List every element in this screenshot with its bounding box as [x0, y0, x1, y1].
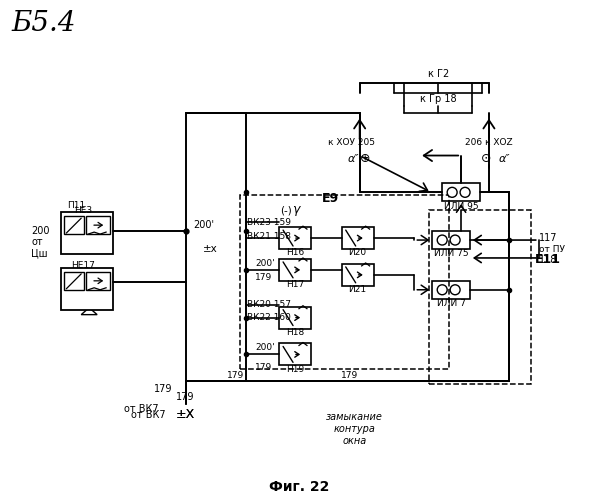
- Text: ±Χ: ±Χ: [176, 408, 196, 420]
- Text: 179: 179: [227, 371, 244, 380]
- Text: Н16: Н16: [286, 248, 304, 258]
- Bar: [65, 216, 84, 234]
- Text: Е9: Е9: [322, 192, 339, 205]
- Bar: [86, 272, 110, 290]
- Bar: [429, 210, 530, 384]
- Text: ±Χ: ±Χ: [176, 408, 196, 420]
- Text: γ: γ: [292, 202, 300, 215]
- Circle shape: [437, 285, 447, 294]
- Text: 117: 117: [539, 233, 557, 243]
- Bar: [442, 184, 480, 202]
- Bar: [432, 231, 470, 249]
- Text: ⊙: ⊙: [481, 152, 491, 165]
- Text: 179: 179: [255, 274, 273, 282]
- Circle shape: [450, 235, 460, 245]
- Text: ВК21 158: ВК21 158: [248, 232, 291, 240]
- Text: НЕ3: НЕ3: [74, 206, 92, 214]
- Polygon shape: [81, 308, 97, 314]
- Text: к ХОУ 205: к ХОУ 205: [328, 138, 375, 147]
- Text: к Г2: к Г2: [428, 69, 449, 79]
- Bar: [432, 281, 470, 298]
- Bar: [62, 268, 113, 310]
- Text: Фиг. 22: Фиг. 22: [269, 480, 329, 494]
- Text: Н19: Н19: [286, 365, 304, 374]
- Text: 200': 200': [255, 343, 275, 352]
- Text: ВК20 157: ВК20 157: [248, 300, 291, 309]
- Bar: [86, 216, 110, 234]
- Bar: [240, 196, 449, 370]
- Text: 179: 179: [341, 371, 358, 380]
- Text: ВК23 159: ВК23 159: [248, 218, 291, 226]
- Text: 200': 200': [255, 260, 275, 268]
- Text: Н18: Н18: [286, 328, 304, 337]
- Text: 200: 200: [32, 226, 50, 236]
- Text: от ВК7: от ВК7: [131, 410, 166, 420]
- Text: 179: 179: [255, 363, 273, 372]
- Circle shape: [447, 188, 457, 198]
- Bar: [62, 212, 113, 254]
- Text: (-): (-): [280, 205, 292, 215]
- Text: окна: окна: [343, 436, 367, 446]
- Text: 179: 179: [154, 384, 172, 394]
- Text: к Гр 18: к Гр 18: [420, 94, 456, 104]
- Text: ИЛИ 75: ИЛИ 75: [434, 250, 468, 258]
- Text: НЕ17: НЕ17: [71, 262, 95, 270]
- Text: 118: 118: [539, 255, 557, 265]
- Text: α″: α″: [347, 154, 359, 164]
- Circle shape: [460, 188, 470, 198]
- Text: контура: контура: [334, 424, 376, 434]
- Text: α″: α″: [499, 154, 510, 164]
- Text: 179: 179: [176, 392, 195, 402]
- Bar: [65, 272, 84, 290]
- Bar: [342, 264, 374, 286]
- Bar: [279, 227, 311, 249]
- Text: П11: П11: [67, 200, 86, 210]
- Text: от ПУ: от ПУ: [539, 246, 565, 254]
- Text: Цш: Цш: [32, 248, 48, 258]
- Bar: [279, 306, 311, 328]
- Bar: [342, 227, 374, 249]
- Text: ИЛИ 95: ИЛИ 95: [444, 202, 478, 210]
- Bar: [279, 344, 311, 365]
- Text: Б5.4: Б5.4: [11, 10, 76, 37]
- Text: ⊕: ⊕: [359, 152, 370, 165]
- Text: от: от: [32, 237, 43, 247]
- Text: 206 к ХOZ: 206 к ХOZ: [465, 138, 512, 147]
- Circle shape: [450, 285, 460, 294]
- Text: ИЛИ 7: ИЛИ 7: [437, 299, 466, 308]
- Text: Н17: Н17: [286, 280, 304, 289]
- Text: 200': 200': [194, 220, 215, 230]
- Text: замыкание: замыкание: [327, 412, 383, 422]
- Text: И21: И21: [349, 286, 367, 294]
- Text: ВК22 160: ВК22 160: [248, 313, 291, 322]
- Text: И20: И20: [349, 248, 367, 258]
- Text: Е11: Е11: [535, 254, 561, 266]
- Text: ±x: ±x: [203, 244, 218, 254]
- Bar: [279, 259, 311, 281]
- Text: от ВК7: от ВК7: [124, 404, 159, 414]
- Circle shape: [437, 235, 447, 245]
